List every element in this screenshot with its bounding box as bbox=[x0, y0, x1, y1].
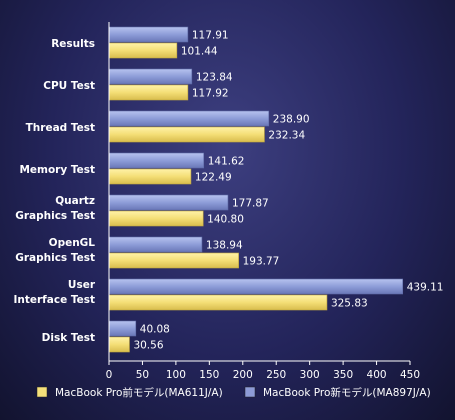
category-label-7: Disk Test bbox=[42, 332, 95, 344]
bar-new-0 bbox=[108, 26, 189, 43]
x-tick-label-9: 450 bbox=[400, 369, 420, 381]
value-label-new-2: 238.90 bbox=[273, 114, 310, 126]
bar-old-7 bbox=[108, 336, 130, 353]
bar-new-3 bbox=[108, 152, 205, 169]
category-label-4-line1: Graphics Test bbox=[15, 210, 95, 222]
value-label-old-2: 232.34 bbox=[268, 130, 305, 142]
x-tick-label-5: 250 bbox=[266, 369, 286, 381]
x-tick-label-0: 0 bbox=[106, 369, 113, 381]
bar-new-7 bbox=[108, 320, 137, 337]
value-label-old-7: 30.56 bbox=[133, 340, 163, 352]
bar-old-5 bbox=[108, 252, 239, 269]
category-label-5-line1: Graphics Test bbox=[15, 252, 95, 264]
category-label-2: Thread Test bbox=[26, 122, 95, 134]
bar-new-5 bbox=[108, 236, 203, 253]
x-tick-label-6: 300 bbox=[300, 369, 320, 381]
category-label-1: CPU Test bbox=[43, 80, 95, 92]
x-tick-label-1: 50 bbox=[136, 369, 149, 381]
value-label-new-6: 439.11 bbox=[407, 282, 444, 294]
x-tick-label-4: 200 bbox=[233, 369, 253, 381]
category-label-0: Results bbox=[51, 38, 95, 50]
category-label-3: Memory Test bbox=[19, 164, 95, 176]
value-label-new-7: 40.08 bbox=[140, 324, 170, 336]
bar-old-0 bbox=[108, 42, 178, 59]
value-label-old-5: 193.77 bbox=[243, 256, 280, 268]
value-label-old-0: 101.44 bbox=[181, 46, 218, 58]
category-label-6-line0: User bbox=[68, 279, 96, 291]
bar-new-2 bbox=[108, 110, 270, 127]
value-label-old-4: 140.80 bbox=[207, 214, 244, 226]
bar-new-1 bbox=[108, 68, 193, 85]
bar-old-4 bbox=[108, 210, 204, 227]
category-label-5-line0: OpenGL bbox=[49, 237, 96, 249]
x-tick-label-7: 350 bbox=[333, 369, 353, 381]
x-tick-label-8: 400 bbox=[367, 369, 387, 381]
x-tick-label-2: 100 bbox=[166, 369, 186, 381]
value-label-new-5: 138.94 bbox=[206, 240, 243, 252]
value-label-old-6: 325.83 bbox=[331, 298, 368, 310]
legend-label-0: MacBook Pro新モデル(MA897J/A) bbox=[263, 386, 431, 399]
category-label-6-line1: Interface Test bbox=[13, 294, 95, 306]
value-label-new-3: 141.62 bbox=[208, 156, 245, 168]
category-label-4-line0: Quartz bbox=[55, 195, 95, 207]
value-label-new-4: 177.87 bbox=[232, 198, 269, 210]
legend-label-1: MacBook Pro前モデル(MA611J/A) bbox=[55, 386, 223, 399]
legend-swatch-0 bbox=[244, 386, 256, 398]
value-label-new-1: 123.84 bbox=[196, 72, 233, 84]
bar-old-2 bbox=[108, 126, 265, 143]
bar-old-3 bbox=[108, 168, 192, 185]
x-tick-label-3: 150 bbox=[199, 369, 219, 381]
legend-swatch-1 bbox=[36, 386, 48, 398]
value-label-old-3: 122.49 bbox=[195, 172, 232, 184]
bar-new-6 bbox=[108, 278, 404, 295]
value-label-new-0: 117.91 bbox=[192, 30, 229, 42]
bar-old-6 bbox=[108, 294, 328, 311]
bar-new-4 bbox=[108, 194, 229, 211]
bar-old-1 bbox=[108, 84, 189, 101]
value-label-old-1: 117.92 bbox=[192, 88, 229, 100]
